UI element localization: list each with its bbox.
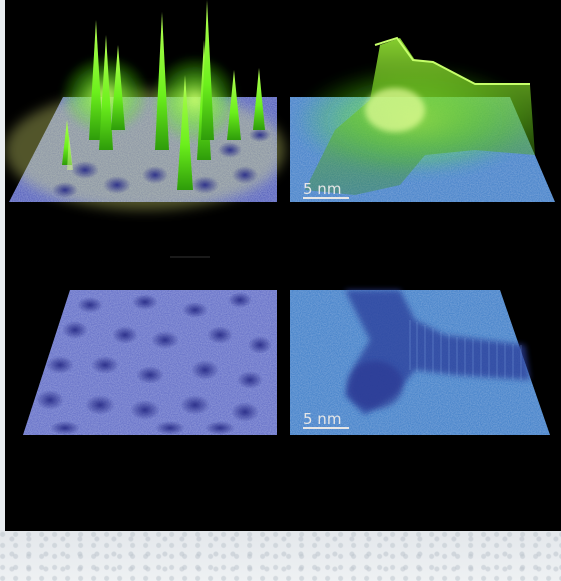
stray-mark xyxy=(170,256,210,258)
page-background-texture xyxy=(0,530,561,581)
panel-top-left xyxy=(5,0,285,210)
particle-dots-bottom xyxy=(36,292,272,435)
figure-svg: 5 nm xyxy=(5,0,555,435)
scale-bar-label-top: 5 nm xyxy=(303,180,341,198)
lattice-fringes xyxy=(409,320,522,380)
green-spikes xyxy=(60,0,265,190)
panel-top-right: 5 nm xyxy=(290,36,555,202)
scale-bar-label-bottom: 5 nm xyxy=(303,410,341,428)
scale-bar-bottom xyxy=(303,427,349,429)
panel-bottom-right: 5 nm xyxy=(290,290,550,435)
scale-bar-top xyxy=(303,197,349,199)
panel-bottom-left xyxy=(23,290,277,435)
particle-dots xyxy=(52,128,271,198)
figure-canvas: 5 nm xyxy=(5,0,561,531)
